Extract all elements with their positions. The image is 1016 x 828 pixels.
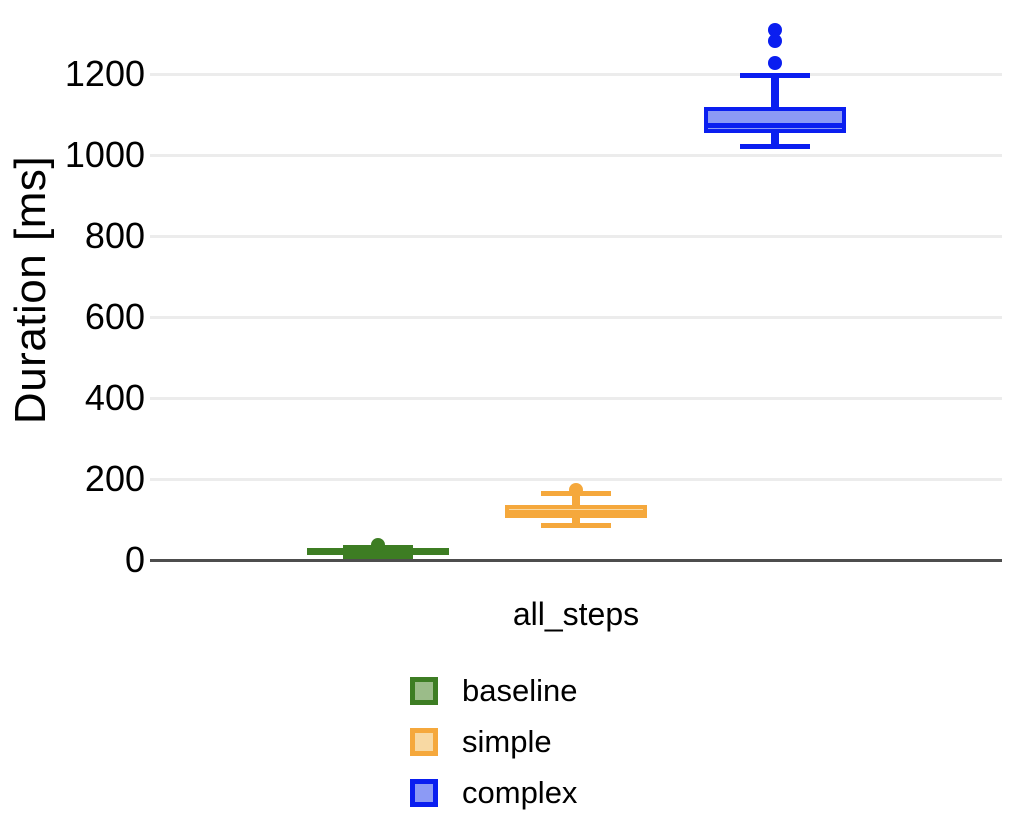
y-tick-label-1000: 1000: [64, 134, 145, 175]
boxplot-complex-outlier-0: [767, 56, 782, 71]
gridline-400: [150, 396, 1002, 400]
legend-swatch-baseline: [410, 677, 438, 705]
legend: baseline simple complex: [410, 673, 578, 810]
boxplot-baseline-outlier-0: [370, 538, 385, 553]
boxplot-complex-median: [707, 122, 842, 128]
gridline-800: [150, 234, 1002, 238]
legend-swatch-simple: [410, 728, 438, 756]
boxplot-complex-box: [703, 107, 846, 134]
legend-label-baseline: baseline: [462, 673, 578, 708]
boxplot-simple-median: [508, 510, 643, 516]
y-tick-label-800: 800: [84, 215, 145, 256]
legend-item-simple: simple: [410, 724, 577, 759]
gridline-600: [150, 315, 1002, 319]
legend-item-complex: complex: [410, 775, 578, 810]
y-tick-label-0: 0: [124, 539, 145, 580]
legend-swatch-complex: [410, 779, 438, 807]
boxplot-baseline-lower-cap: [342, 553, 413, 559]
x-axis-category-label: all_steps: [512, 596, 640, 632]
y-tick-label-200: 200: [84, 458, 145, 499]
boxplot-simple-outlier-0: [568, 482, 583, 497]
y-tick-label-400: 400: [84, 377, 145, 418]
boxplot-complex-outlier-1: [767, 34, 782, 49]
y-tick-label-1200: 1200: [64, 53, 145, 94]
boxplot-simple-lower-cap: [540, 523, 611, 529]
boxplot-complex-outlier-2: [767, 22, 782, 37]
legend-label-simple: simple: [462, 724, 552, 759]
legend-label-complex: complex: [462, 775, 578, 810]
boxplot-complex-lower-cap: [739, 144, 810, 150]
gridline-200: [150, 477, 1002, 481]
gridline-1200: [150, 72, 1002, 76]
gridline-1000: [150, 153, 1002, 157]
boxplot-complex-upper-cap: [739, 72, 810, 78]
legend-item-baseline: baseline: [410, 673, 578, 708]
x-axis-line: [150, 558, 1002, 562]
y-tick-label-600: 600: [84, 296, 145, 337]
